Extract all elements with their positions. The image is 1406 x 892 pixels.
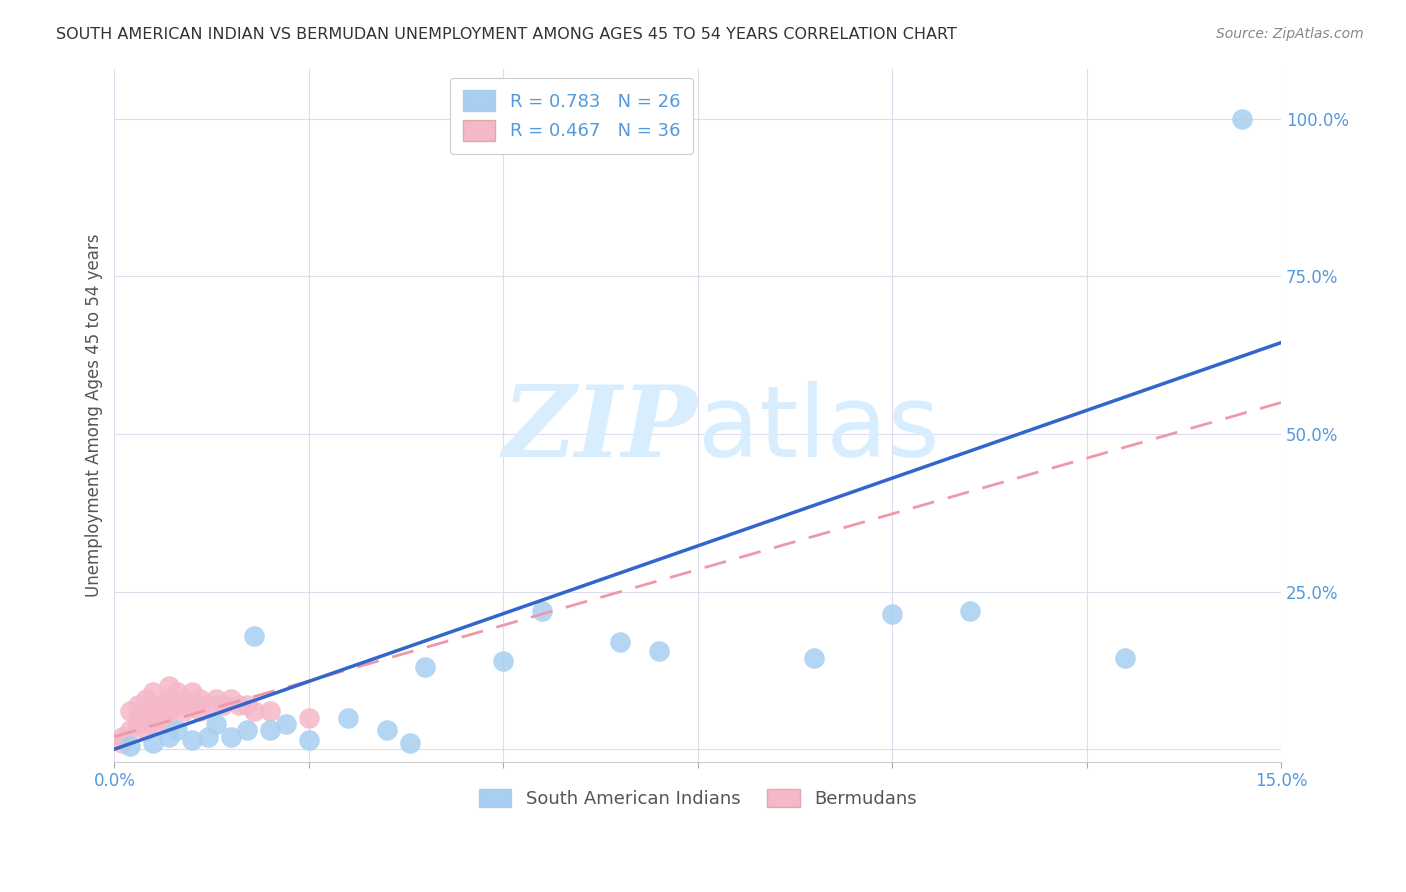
Point xyxy=(882,607,904,621)
Point xyxy=(157,691,180,706)
Point xyxy=(142,736,165,750)
Point xyxy=(531,603,554,617)
Text: Source: ZipAtlas.com: Source: ZipAtlas.com xyxy=(1216,27,1364,41)
Point xyxy=(127,698,149,712)
Point xyxy=(375,723,398,738)
Point xyxy=(243,629,266,643)
Point xyxy=(142,717,165,731)
Point xyxy=(127,711,149,725)
Point xyxy=(181,685,204,699)
Point xyxy=(166,698,188,712)
Point xyxy=(197,698,219,712)
Text: atlas: atlas xyxy=(697,381,939,477)
Point xyxy=(166,723,188,738)
Point xyxy=(118,704,141,718)
Point xyxy=(134,691,156,706)
Point xyxy=(142,685,165,699)
Point xyxy=(188,704,211,718)
Point xyxy=(648,644,671,658)
Point xyxy=(118,723,141,738)
Point xyxy=(173,704,195,718)
Point xyxy=(228,698,250,712)
Point xyxy=(219,730,242,744)
Point xyxy=(150,698,173,712)
Point xyxy=(204,717,226,731)
Point xyxy=(219,691,242,706)
Point xyxy=(173,691,195,706)
Point xyxy=(197,730,219,744)
Point xyxy=(1114,650,1136,665)
Point xyxy=(259,704,281,718)
Point xyxy=(142,704,165,718)
Point xyxy=(157,679,180,693)
Text: SOUTH AMERICAN INDIAN VS BERMUDAN UNEMPLOYMENT AMONG AGES 45 TO 54 YEARS CORRELA: SOUTH AMERICAN INDIAN VS BERMUDAN UNEMPL… xyxy=(56,27,957,42)
Point xyxy=(235,698,257,712)
Point xyxy=(150,711,173,725)
Point xyxy=(134,711,156,725)
Point xyxy=(274,717,297,731)
Point xyxy=(157,730,180,744)
Point xyxy=(127,717,149,731)
Point xyxy=(181,732,204,747)
Point xyxy=(609,635,631,649)
Point xyxy=(188,691,211,706)
Point xyxy=(118,739,141,753)
Point xyxy=(1230,112,1253,126)
Point xyxy=(157,704,180,718)
Point xyxy=(235,723,257,738)
Point xyxy=(111,736,134,750)
Point xyxy=(399,736,422,750)
Point xyxy=(959,603,981,617)
Point xyxy=(298,732,321,747)
Point xyxy=(298,711,321,725)
Point xyxy=(212,698,235,712)
Point xyxy=(111,730,134,744)
Text: ZIP: ZIP xyxy=(503,381,697,477)
Point xyxy=(415,660,437,674)
Point xyxy=(803,650,825,665)
Point xyxy=(336,711,359,725)
Point xyxy=(204,691,226,706)
Point xyxy=(259,723,281,738)
Legend: South American Indians, Bermudans: South American Indians, Bermudans xyxy=(471,781,924,815)
Point xyxy=(166,685,188,699)
Y-axis label: Unemployment Among Ages 45 to 54 years: Unemployment Among Ages 45 to 54 years xyxy=(86,234,103,597)
Point xyxy=(157,717,180,731)
Point xyxy=(134,723,156,738)
Point xyxy=(181,698,204,712)
Point xyxy=(492,654,515,668)
Point xyxy=(243,704,266,718)
